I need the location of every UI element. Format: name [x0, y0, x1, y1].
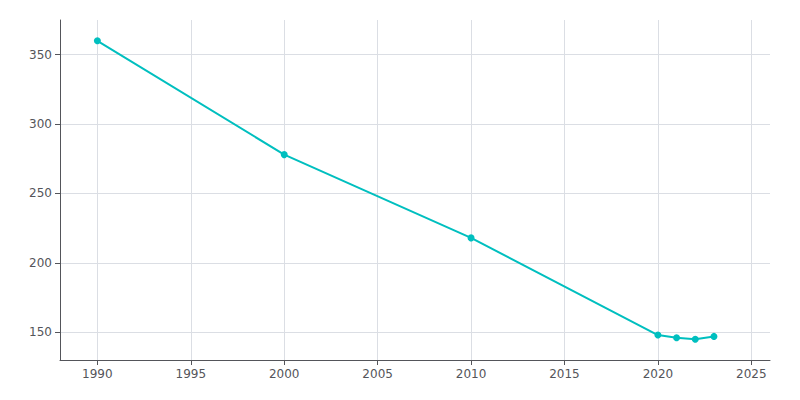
- svg-text:2010: 2010: [456, 367, 487, 381]
- svg-text:1990: 1990: [82, 367, 113, 381]
- svg-text:150: 150: [29, 325, 52, 339]
- svg-text:2000: 2000: [269, 367, 300, 381]
- svg-text:250: 250: [29, 186, 52, 200]
- svg-text:2005: 2005: [362, 367, 393, 381]
- svg-text:2020: 2020: [643, 367, 674, 381]
- svg-text:350: 350: [29, 48, 52, 62]
- svg-text:300: 300: [29, 117, 52, 131]
- svg-text:2015: 2015: [549, 367, 580, 381]
- svg-text:2025: 2025: [736, 367, 767, 381]
- svg-text:1995: 1995: [176, 367, 207, 381]
- svg-text:200: 200: [29, 256, 52, 270]
